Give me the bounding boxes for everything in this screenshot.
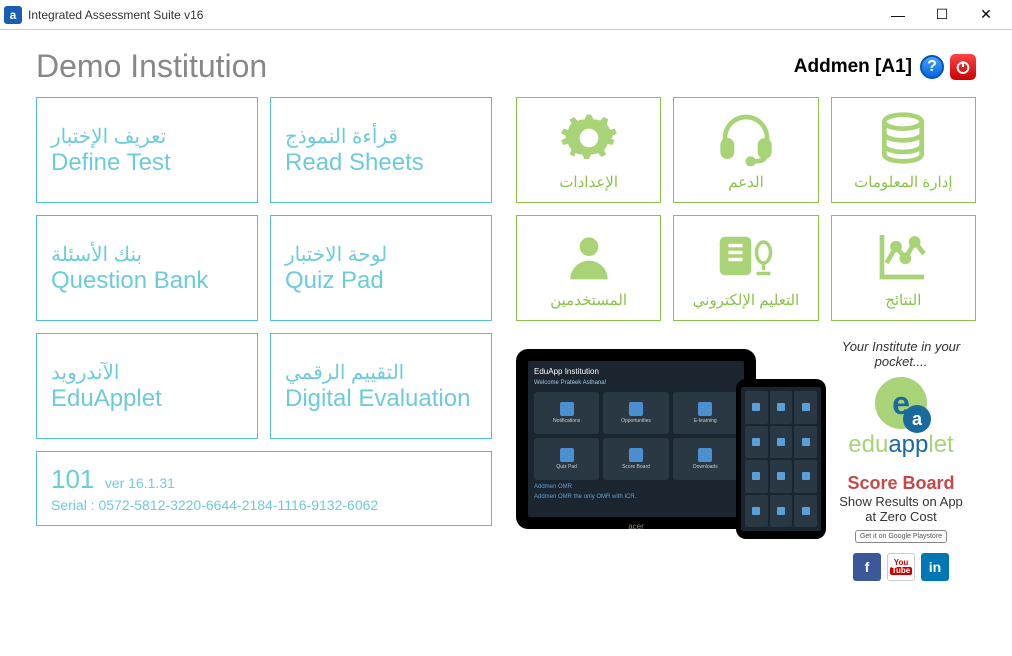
- version-label: ver 16.1.31: [105, 475, 175, 491]
- tile-english-label: Read Sheets: [285, 149, 477, 177]
- ebook-icon: [718, 228, 774, 289]
- green-tile-chart[interactable]: النتائج: [831, 215, 976, 321]
- tablet-brand: acer: [628, 522, 644, 531]
- green-tile-label: الدعم: [728, 173, 764, 191]
- tile-english-label: EduApplet: [51, 385, 243, 413]
- tile-quiz-pad[interactable]: لوحة الاختبارQuiz Pad: [270, 215, 492, 321]
- tablet-app: E-learning: [673, 392, 738, 434]
- tile-eduapplet[interactable]: الآندرويدEduApplet: [36, 333, 258, 439]
- header: Demo Institution Addmen [A1] ?: [36, 48, 976, 85]
- phone-mockup: [736, 379, 826, 539]
- scoreboard-line1: Show Results on App: [826, 494, 976, 509]
- tablet-mockup: EduApp Institution Welcome Prateek Astha…: [516, 349, 756, 529]
- eduapplet-logo: ea eduapplet: [848, 377, 953, 459]
- titlebar: a Integrated Assessment Suite v16 — ☐ ✕: [0, 0, 1012, 30]
- social-links: f YouTube in: [826, 553, 976, 581]
- tile-english-label: Question Bank: [51, 267, 243, 295]
- info-box: 101 ver 16.1.31 Serial : 0572-5812-3220-…: [36, 451, 492, 526]
- tablet-title: EduApp Institution: [534, 367, 738, 376]
- license-number: 101: [51, 464, 94, 494]
- green-tile-label: المستخدمين: [550, 291, 627, 309]
- tablet-app: Score Board: [603, 438, 668, 480]
- tile-question-bank[interactable]: بنك الأسئلةQuestion Bank: [36, 215, 258, 321]
- tile-arabic-label: لوحة الاختبار: [285, 242, 477, 267]
- tablet-app: Opportunities: [603, 392, 668, 434]
- promo-tagline: Your Institute in your pocket....: [826, 339, 976, 369]
- tablet-footer1: Addmen OMR: [534, 484, 738, 490]
- right-column: الإعدادات الدعم إدارة المعلومات المستخدمين ا…: [516, 97, 976, 581]
- maximize-button[interactable]: ☐: [920, 0, 964, 30]
- tile-define-test[interactable]: تعريف الإختبارDefine Test: [36, 97, 258, 203]
- tile-english-label: Quiz Pad: [285, 267, 477, 295]
- green-tile-headset[interactable]: الدعم: [673, 97, 818, 203]
- tablet-app: Downloads: [673, 438, 738, 480]
- facebook-icon[interactable]: f: [853, 553, 881, 581]
- tablet-footer2: Addmen OMR the only OMR with ICR.: [534, 494, 738, 500]
- gear-icon: [561, 110, 617, 171]
- left-column: تعريف الإختبارDefine Testقرأءة النموذجRe…: [36, 97, 492, 581]
- minimize-button[interactable]: —: [876, 0, 920, 30]
- tile-read-sheets[interactable]: قرأءة النموذجRead Sheets: [270, 97, 492, 203]
- database-icon: [875, 110, 931, 171]
- playstore-badge[interactable]: Get it on Google Playstore: [855, 530, 947, 543]
- help-icon[interactable]: ?: [920, 55, 944, 79]
- institution-name: Demo Institution: [36, 48, 794, 85]
- scoreboard-title: Score Board: [826, 473, 976, 494]
- tablet-app: Quiz Pad: [534, 438, 599, 480]
- tile-arabic-label: بنك الأسئلة: [51, 242, 243, 267]
- tile-english-label: Digital Evaluation: [285, 385, 477, 413]
- green-tile-gear[interactable]: الإعدادات: [516, 97, 661, 203]
- green-tile-label: إدارة المعلومات: [854, 173, 952, 191]
- tile-arabic-label: التقييم الرقمي: [285, 360, 477, 385]
- green-grid: الإعدادات الدعم إدارة المعلومات المستخدمين ا…: [516, 97, 976, 321]
- tablet-subtitle: Welcome Prateek Asthana!: [534, 380, 738, 386]
- tablet-app: Notifications: [534, 392, 599, 434]
- tile-arabic-label: تعريف الإختبار: [51, 124, 243, 149]
- green-tile-label: التعليم الإلكتروني: [693, 291, 799, 309]
- youtube-icon[interactable]: YouTube: [887, 553, 915, 581]
- app-icon: a: [4, 6, 22, 24]
- window-title: Integrated Assessment Suite v16: [28, 8, 876, 22]
- linkedin-icon[interactable]: in: [921, 553, 949, 581]
- window-controls: — ☐ ✕: [876, 0, 1008, 30]
- chart-icon: [875, 228, 931, 289]
- user-icon: [561, 228, 617, 289]
- green-tile-database[interactable]: إدارة المعلومات: [831, 97, 976, 203]
- user-label: Addmen [A1]: [794, 56, 912, 78]
- promo-section: EduApp Institution Welcome Prateek Astha…: [516, 339, 976, 581]
- serial-label: Serial : 0572-5812-3220-6644-2184-1116-9…: [51, 497, 477, 513]
- green-tile-label: الإعدادات: [559, 173, 618, 191]
- tile-digital-evaluation[interactable]: التقييم الرقميDigital Evaluation: [270, 333, 492, 439]
- tile-english-label: Define Test: [51, 149, 243, 177]
- green-tile-label: النتائج: [885, 291, 921, 309]
- green-tile-ebook[interactable]: التعليم الإلكتروني: [673, 215, 818, 321]
- promo-side: Your Institute in your pocket.... ea edu…: [826, 339, 976, 581]
- power-icon[interactable]: [950, 54, 976, 80]
- headset-icon: [718, 110, 774, 171]
- green-tile-user[interactable]: المستخدمين: [516, 215, 661, 321]
- tile-arabic-label: الآندرويد: [51, 360, 243, 385]
- scoreboard-line2: at Zero Cost: [826, 509, 976, 524]
- tile-arabic-label: قرأءة النموذج: [285, 124, 477, 149]
- device-mockup: EduApp Institution Welcome Prateek Astha…: [516, 339, 816, 559]
- close-button[interactable]: ✕: [964, 0, 1008, 30]
